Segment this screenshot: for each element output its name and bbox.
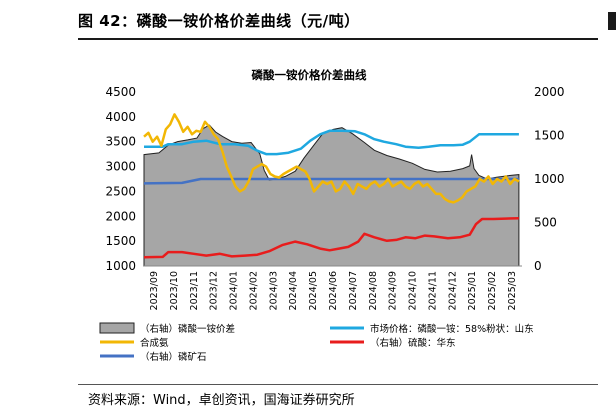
series-market-price-line <box>144 129 519 156</box>
x-axis: 2023/09 2023/10 2023/11 2023/12 2024/01 2024/… <box>144 265 522 310</box>
left-y-tick-label: 1000 <box>105 259 136 273</box>
left-y-axis: 1000 1500 2000 2500 3000 3500 4000 4500 <box>105 85 136 273</box>
x-tick-label: 2024/12 <box>447 271 458 310</box>
right-y-axis: 0 500 1000 1500 2000 <box>534 85 565 273</box>
right-y-tick-label: 0 <box>534 259 542 273</box>
figure-source-note: 资料来源：Wind，卓创资讯，国海证券研究所 <box>88 393 355 408</box>
x-tick-label: 2024/08 <box>368 271 379 310</box>
right-y-tick-label: 1000 <box>534 172 565 186</box>
x-tick-label: 2024/09 <box>388 271 399 310</box>
legend-label-market-price: 市场价格：磷酸一铵：58%粉状：山东 <box>370 323 534 335</box>
x-tick-label: 2025/02 <box>487 271 498 310</box>
right-y-tick-label: 2000 <box>534 85 565 99</box>
series-sulfuric-acid-line <box>143 216 519 259</box>
legend-swatch-spread <box>99 322 135 334</box>
x-tick-label: 2024/04 <box>288 271 299 310</box>
x-tick-label: 2024/06 <box>328 271 339 310</box>
left-y-tick-label: 3500 <box>105 135 136 149</box>
right-y-tick-label: 1500 <box>534 129 565 143</box>
x-tick-label: 2024/10 <box>408 271 419 310</box>
left-y-tick-label: 1500 <box>105 234 136 248</box>
plot-area <box>143 113 520 267</box>
x-tick-label: 2025/01 <box>467 271 478 310</box>
legend-label-ammonia: 合成氨 <box>140 337 169 349</box>
x-tick-label: 2025/03 <box>507 271 518 310</box>
x-tick-label: 2023/10 <box>169 271 180 310</box>
x-tick-label: 2024/07 <box>348 271 359 310</box>
figure-title-rule <box>78 38 598 40</box>
x-tick-label: 2024/03 <box>268 271 279 310</box>
right-y-tick-label: 500 <box>534 216 557 230</box>
adjacent-column-edge-mark <box>608 12 616 30</box>
series-ammonia-line <box>143 113 520 204</box>
figure-title: 图 42：磷酸一铵价格价差曲线（元/吨） <box>78 12 360 30</box>
left-y-tick-label: 4500 <box>105 85 136 99</box>
x-tick-label: 2023/11 <box>189 271 200 310</box>
legend-label-phosphate-rock: （右轴）磷矿石 <box>140 351 207 363</box>
left-y-tick-label: 2500 <box>105 184 136 198</box>
figure-bottom-rule <box>78 384 598 385</box>
legend-label-spread: （右轴）磷酸一铵价差 <box>140 323 235 335</box>
x-tick-label: 2024/11 <box>427 271 438 310</box>
left-y-tick-label: 4000 <box>105 110 136 124</box>
x-tick-label: 2023/12 <box>209 271 220 310</box>
chart-svg: 磷酸一铵价格价差曲线 1000 1500 2000 2500 3000 3500 4000 4… <box>99 68 565 363</box>
x-tick-label: 2024/05 <box>308 271 319 310</box>
left-y-tick-label: 3000 <box>105 160 136 174</box>
x-tick-label: 2024/01 <box>229 271 240 310</box>
x-tick-label: 2024/02 <box>248 271 259 310</box>
series-phosphate-rock-line <box>143 177 519 185</box>
figure-header: 图 42：磷酸一铵价格价差曲线（元/吨） <box>78 10 616 34</box>
chart-title: 磷酸一铵价格价差曲线 <box>252 68 367 82</box>
left-y-tick-label: 2000 <box>105 209 136 223</box>
legend-label-sulfuric-acid: （右轴）硫酸：华东 <box>370 337 456 349</box>
x-tick-label: 2023/09 <box>149 271 160 310</box>
